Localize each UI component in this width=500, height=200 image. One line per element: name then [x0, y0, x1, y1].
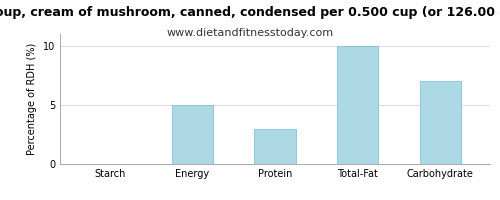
Bar	[172, 105, 213, 164]
Y-axis label: Percentage of RDH (%): Percentage of RDH (%)	[28, 43, 38, 155]
Bar	[337, 46, 378, 164]
Text: www.dietandfitnesstoday.com: www.dietandfitnesstoday.com	[166, 28, 334, 38]
Bar	[420, 81, 461, 164]
Text: Soup, cream of mushroom, canned, condensed per 0.500 cup (or 126.00 g): Soup, cream of mushroom, canned, condens…	[0, 6, 500, 19]
Bar	[254, 129, 296, 164]
